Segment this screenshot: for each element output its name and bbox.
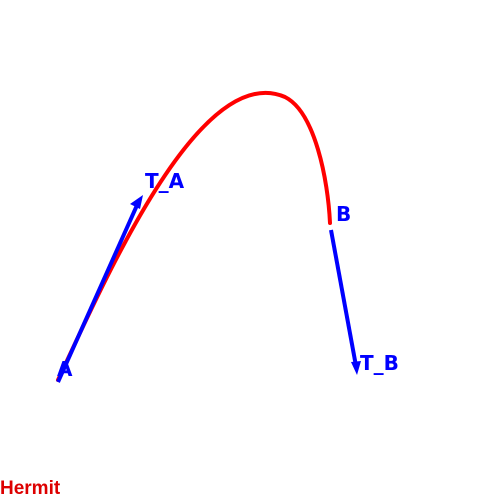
tangent-b-label: T_B	[360, 351, 399, 375]
point-a-label: A	[57, 357, 73, 381]
curve-caption: Hermit	[0, 478, 61, 499]
tangent-arrowhead-a	[130, 195, 143, 209]
tangent-vector-b	[329, 229, 358, 367]
tangent-arrowhead-b	[351, 361, 361, 375]
tangent-a-label: T_A	[145, 169, 185, 193]
tangent-vector-a	[56, 202, 140, 383]
point-b-label: B	[336, 202, 351, 226]
hermite-curve	[56, 90, 332, 382]
